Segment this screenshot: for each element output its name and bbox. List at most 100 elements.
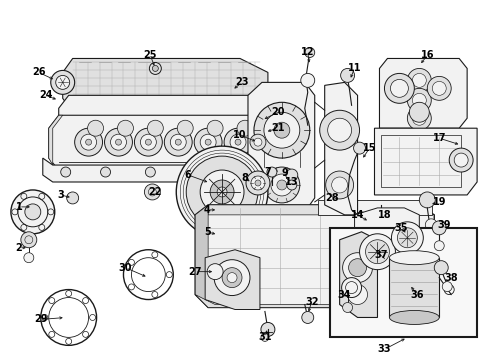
Circle shape [300, 73, 314, 87]
Circle shape [177, 120, 193, 136]
Circle shape [61, 167, 71, 177]
Circle shape [433, 241, 443, 251]
Circle shape [397, 228, 416, 248]
Text: 38: 38 [444, 273, 457, 283]
Circle shape [342, 302, 352, 312]
Bar [317, 200, 431, 215]
Circle shape [214, 260, 249, 296]
Polygon shape [205, 250, 260, 310]
Circle shape [359, 234, 395, 270]
Polygon shape [62, 58, 267, 112]
Circle shape [408, 102, 428, 122]
Circle shape [243, 167, 252, 177]
Circle shape [353, 142, 365, 154]
Circle shape [149, 62, 161, 75]
Circle shape [254, 180, 261, 186]
Circle shape [217, 187, 226, 197]
Text: 13: 13 [285, 177, 298, 187]
Polygon shape [324, 82, 357, 215]
Circle shape [448, 148, 472, 172]
Circle shape [145, 167, 155, 177]
Circle shape [253, 138, 262, 146]
Circle shape [375, 212, 386, 224]
Text: 21: 21 [270, 123, 284, 133]
Circle shape [427, 76, 450, 100]
Text: 34: 34 [337, 289, 351, 300]
Circle shape [411, 73, 426, 87]
Circle shape [75, 128, 102, 156]
Bar [381, 135, 460, 187]
Circle shape [21, 232, 37, 248]
Text: 30: 30 [119, 263, 132, 273]
Polygon shape [195, 205, 208, 307]
Circle shape [264, 112, 299, 148]
Circle shape [383, 258, 410, 285]
Circle shape [389, 265, 404, 279]
Circle shape [25, 204, 41, 220]
Circle shape [340, 68, 354, 82]
Circle shape [229, 134, 245, 150]
Ellipse shape [388, 310, 438, 324]
Circle shape [207, 120, 223, 136]
Polygon shape [379, 58, 466, 128]
Text: 4: 4 [203, 205, 210, 215]
Circle shape [134, 128, 162, 156]
Text: 12: 12 [301, 48, 314, 58]
Polygon shape [59, 95, 271, 135]
Text: 29: 29 [34, 314, 47, 324]
Circle shape [11, 190, 55, 234]
Circle shape [24, 253, 34, 263]
Circle shape [411, 111, 426, 125]
Circle shape [264, 167, 274, 177]
Circle shape [51, 71, 75, 94]
Circle shape [101, 167, 110, 177]
Circle shape [355, 212, 367, 224]
Circle shape [261, 333, 268, 341]
Circle shape [200, 134, 216, 150]
Polygon shape [195, 205, 433, 307]
Circle shape [276, 180, 286, 190]
Circle shape [207, 264, 223, 280]
Text: 27: 27 [188, 267, 202, 276]
Circle shape [214, 241, 222, 249]
Text: 33: 33 [377, 345, 390, 354]
Circle shape [186, 156, 258, 228]
Circle shape [110, 134, 126, 150]
Circle shape [214, 218, 222, 226]
Circle shape [152, 66, 158, 71]
Text: 7: 7 [264, 167, 271, 177]
Circle shape [264, 167, 299, 203]
Circle shape [253, 102, 309, 158]
Circle shape [224, 128, 251, 156]
Text: 28: 28 [324, 193, 338, 203]
Circle shape [205, 139, 211, 145]
Circle shape [407, 68, 430, 92]
Circle shape [237, 120, 252, 136]
Circle shape [390, 222, 423, 254]
Polygon shape [49, 115, 62, 165]
Circle shape [407, 88, 430, 112]
Circle shape [286, 180, 296, 190]
Polygon shape [354, 208, 419, 245]
Text: 9: 9 [281, 168, 287, 178]
Circle shape [115, 139, 121, 145]
Circle shape [453, 153, 467, 167]
Circle shape [341, 278, 361, 298]
Circle shape [66, 192, 79, 204]
Polygon shape [374, 128, 476, 195]
Polygon shape [208, 205, 430, 215]
Circle shape [175, 139, 181, 145]
Circle shape [431, 81, 446, 95]
Circle shape [365, 240, 388, 264]
Circle shape [285, 169, 297, 181]
Text: 22: 22 [148, 187, 162, 197]
Circle shape [273, 122, 289, 138]
Circle shape [407, 106, 430, 130]
Text: 35: 35 [394, 223, 407, 233]
Circle shape [419, 192, 434, 208]
Circle shape [375, 250, 419, 293]
Circle shape [145, 139, 151, 145]
Circle shape [56, 75, 69, 89]
Circle shape [164, 128, 192, 156]
Polygon shape [42, 158, 289, 182]
